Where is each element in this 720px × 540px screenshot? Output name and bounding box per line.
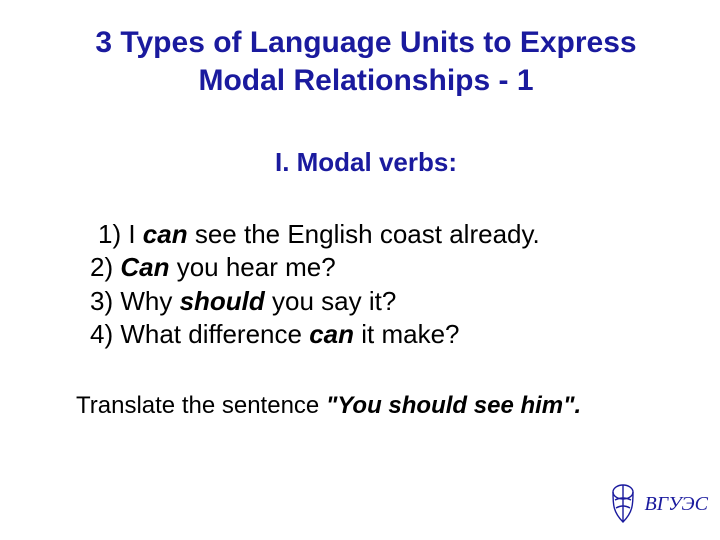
slide-title: 3 Types of Language Units to Express Mod… [60,24,672,99]
text: you hear me? [169,252,335,282]
slide: 3 Types of Language Units to Express Mod… [0,0,720,540]
example-item: 4) What difference can it make? [90,318,672,351]
task-sentence: "You should see him". [326,392,581,419]
text: 1) I [98,219,143,249]
text: it make? [354,319,460,349]
modal-verb: Can [120,252,169,282]
logo-text: ВГУЭС [645,493,709,516]
example-item: 1) I can see the English coast already. [98,218,672,251]
university-crest-icon [605,482,641,526]
example-list: 1) I can see the English coast already. … [90,218,672,351]
text: 4) What difference [90,319,309,349]
text: 2) [90,252,120,282]
example-item: 3) Why should you say it? [90,285,672,318]
text: 3) Why [90,286,180,316]
example-item: 2) Can you hear me? [90,251,672,284]
text: see the English coast already. [188,219,540,249]
footer-logo: ВГУЭС [605,482,709,526]
task-text: Translate the sentence "You should see h… [76,391,672,421]
slide-subtitle: I. Modal verbs: [60,147,672,178]
text: Translate the sentence [76,392,326,419]
modal-verb: should [180,286,265,316]
modal-verb: can [143,219,188,249]
text: you say it? [265,286,397,316]
modal-verb: can [309,319,354,349]
